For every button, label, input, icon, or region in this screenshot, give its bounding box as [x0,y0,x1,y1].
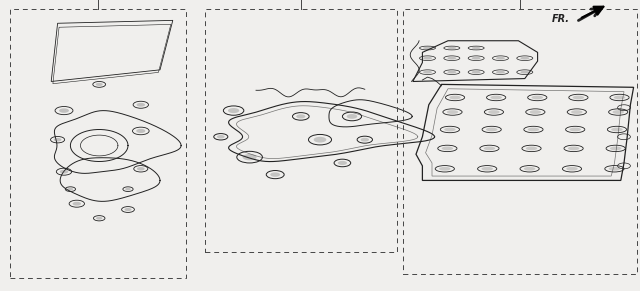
Ellipse shape [530,110,541,114]
Ellipse shape [423,47,432,49]
Ellipse shape [531,95,543,100]
Circle shape [217,135,225,139]
Ellipse shape [611,127,623,131]
Ellipse shape [447,71,456,74]
Ellipse shape [472,71,481,74]
Ellipse shape [472,57,481,60]
Bar [403,9,637,274]
Ellipse shape [442,146,453,150]
Circle shape [314,137,326,143]
Ellipse shape [568,146,579,150]
Ellipse shape [566,167,578,171]
Ellipse shape [520,57,529,60]
Ellipse shape [570,127,581,131]
Ellipse shape [439,167,451,171]
Circle shape [270,172,280,177]
Ellipse shape [609,167,620,171]
Circle shape [60,170,68,174]
Circle shape [360,138,369,142]
Circle shape [347,114,357,119]
Circle shape [124,208,132,211]
Ellipse shape [449,95,461,100]
Bar [205,9,397,252]
Circle shape [68,188,73,190]
Ellipse shape [447,47,456,49]
Circle shape [137,167,145,171]
Text: FR.: FR. [552,14,570,24]
Ellipse shape [423,71,432,74]
Circle shape [54,138,61,141]
Circle shape [296,114,305,118]
Circle shape [136,103,145,107]
Ellipse shape [610,146,621,150]
Circle shape [96,83,102,86]
Ellipse shape [614,95,625,100]
Ellipse shape [612,110,624,114]
Ellipse shape [520,71,529,74]
Ellipse shape [524,167,535,171]
Ellipse shape [496,57,505,60]
Ellipse shape [527,127,539,131]
Circle shape [72,202,81,206]
Ellipse shape [490,95,502,100]
Circle shape [338,161,347,165]
Ellipse shape [447,57,456,60]
Circle shape [243,154,257,160]
Circle shape [59,108,69,113]
Ellipse shape [526,146,538,150]
Circle shape [228,108,239,113]
Ellipse shape [571,110,582,114]
Ellipse shape [486,127,497,131]
Bar [10,9,186,278]
Ellipse shape [447,110,458,114]
Ellipse shape [573,95,584,100]
Ellipse shape [481,167,493,171]
Circle shape [96,217,102,220]
Ellipse shape [423,57,432,60]
Ellipse shape [472,47,481,49]
Ellipse shape [496,71,505,74]
Ellipse shape [444,127,456,131]
Ellipse shape [488,110,500,114]
Ellipse shape [484,146,495,150]
Circle shape [136,129,145,133]
Circle shape [125,188,131,190]
